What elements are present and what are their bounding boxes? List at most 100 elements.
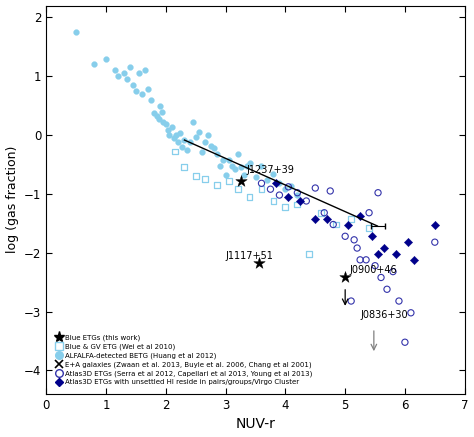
Point — [288, 183, 295, 190]
Point — [234, 186, 241, 193]
Point — [186, 139, 193, 146]
Point — [237, 164, 245, 171]
Point — [172, 132, 180, 139]
Point — [407, 309, 415, 316]
Point — [258, 186, 265, 193]
Point — [311, 184, 319, 191]
Point — [135, 70, 143, 77]
Point — [147, 96, 155, 103]
Point — [356, 257, 364, 264]
Point — [270, 170, 277, 177]
Point — [327, 187, 334, 194]
Point — [243, 162, 250, 169]
Point — [166, 132, 173, 139]
Point — [341, 233, 349, 240]
Point — [201, 139, 209, 146]
Point — [102, 55, 110, 62]
Point — [323, 215, 331, 222]
Point — [237, 177, 245, 184]
Point — [297, 227, 304, 234]
Point — [267, 186, 274, 193]
Point — [225, 156, 232, 163]
Point — [126, 64, 134, 71]
Point — [431, 221, 438, 228]
Point — [180, 164, 188, 171]
Point — [114, 73, 122, 80]
Point — [318, 209, 325, 216]
Point — [213, 182, 220, 189]
Point — [164, 127, 172, 134]
Point — [160, 118, 167, 125]
Point — [401, 339, 409, 346]
Point — [170, 135, 177, 142]
Point — [356, 213, 364, 220]
Point — [258, 180, 265, 187]
Point — [297, 198, 304, 205]
Text: J0900+46: J0900+46 — [350, 265, 398, 275]
Point — [347, 215, 355, 222]
Point — [174, 203, 182, 210]
Point — [234, 150, 241, 157]
Point — [174, 139, 182, 146]
Point — [192, 173, 200, 180]
Point — [176, 130, 183, 137]
Point — [258, 162, 265, 169]
Point — [246, 160, 253, 167]
Point — [207, 142, 215, 149]
Point — [353, 245, 361, 252]
Point — [210, 145, 218, 152]
Point — [222, 172, 229, 179]
Point — [380, 245, 388, 252]
Point — [392, 250, 400, 257]
Point — [129, 82, 137, 89]
Point — [431, 239, 438, 246]
Point — [311, 215, 319, 222]
Point — [368, 233, 376, 240]
Point — [255, 260, 262, 267]
Point — [270, 198, 277, 205]
Point — [228, 162, 236, 169]
Point — [246, 193, 253, 200]
X-axis label: NUV-r: NUV-r — [236, 417, 275, 431]
Point — [180, 136, 188, 143]
Point — [132, 87, 140, 94]
Point — [276, 180, 283, 187]
Point — [404, 239, 412, 246]
Point — [219, 156, 227, 163]
Point — [282, 186, 289, 193]
Point — [293, 201, 301, 208]
Point — [155, 115, 163, 122]
Y-axis label: log (gas fraction): log (gas fraction) — [6, 146, 18, 253]
Point — [383, 286, 391, 293]
Point — [389, 268, 397, 275]
Point — [150, 109, 158, 116]
Point — [365, 225, 373, 232]
Point — [144, 86, 152, 93]
Point — [327, 250, 334, 257]
Legend: Blue ETGs (this work), Blue & GV ETG (Wei et al 2010), ALFALFA-detected BETG (Hu: Blue ETGs (this work), Blue & GV ETG (We… — [54, 333, 314, 387]
Text: J0836+30: J0836+30 — [360, 309, 408, 319]
Point — [252, 174, 259, 181]
Point — [201, 176, 209, 183]
Point — [329, 221, 337, 228]
Point — [240, 172, 247, 179]
Point — [189, 118, 197, 125]
Point — [395, 298, 403, 305]
Point — [293, 191, 301, 198]
Point — [213, 150, 220, 157]
Text: J1237+39: J1237+39 — [246, 165, 294, 175]
Point — [365, 209, 373, 216]
Point — [138, 90, 146, 97]
Point — [171, 148, 179, 155]
Point — [178, 143, 186, 150]
Point — [347, 298, 355, 305]
Point — [273, 203, 280, 210]
Point — [192, 133, 200, 140]
Point — [141, 67, 149, 74]
Point — [156, 102, 164, 109]
Point — [374, 250, 382, 257]
Point — [225, 177, 232, 184]
Point — [371, 262, 379, 269]
Point — [195, 128, 202, 135]
Point — [225, 150, 232, 157]
